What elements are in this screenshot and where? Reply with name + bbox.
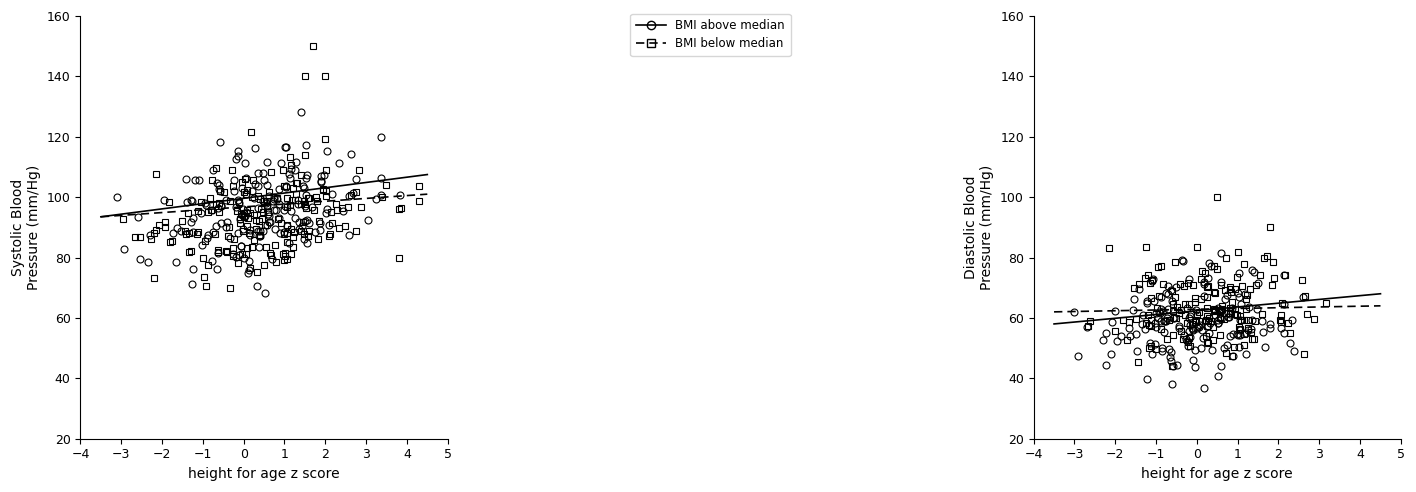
- X-axis label: height for age z score: height for age z score: [1141, 467, 1293, 481]
- X-axis label: height for age z score: height for age z score: [188, 467, 340, 481]
- Y-axis label: Diastolic Blood
Pressure (mm/Hg): Diastolic Blood Pressure (mm/Hg): [964, 165, 994, 290]
- Legend: BMI above median, BMI below median: BMI above median, BMI below median: [630, 14, 790, 56]
- Y-axis label: Systolic Blood
Pressure (mm/Hg): Systolic Blood Pressure (mm/Hg): [11, 165, 41, 290]
